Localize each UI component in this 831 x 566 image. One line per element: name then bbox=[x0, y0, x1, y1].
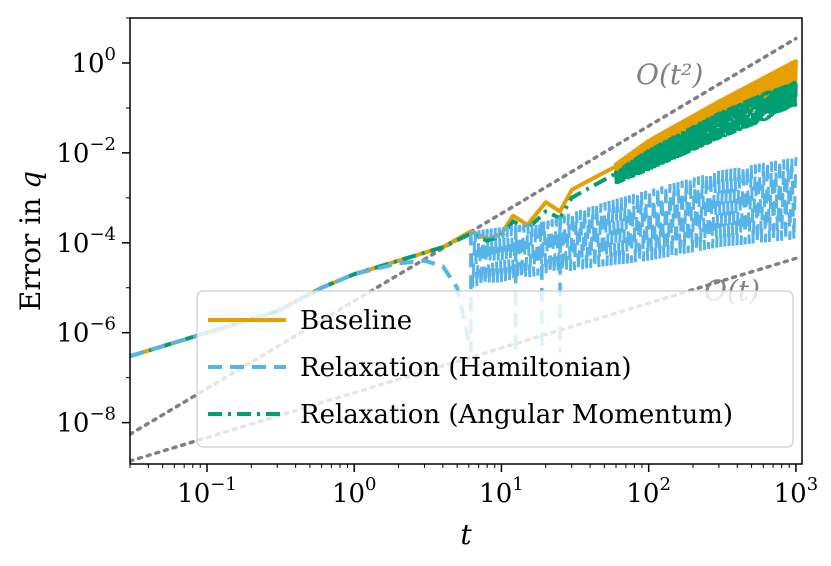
x-axis-ticks: 10−1 100 101 102 103 bbox=[129, 464, 819, 509]
x-tick-label: 103 bbox=[774, 474, 819, 509]
annotation-order-t2: O(t²) bbox=[636, 58, 703, 91]
y-axis-ticks: 10−8 10−6 10−4 10−2 100 bbox=[56, 17, 130, 439]
x-tick-label: 101 bbox=[479, 474, 524, 509]
y-tick-label: 100 bbox=[71, 44, 116, 79]
y-axis-label-group: Error in q bbox=[14, 171, 47, 311]
plot-frame bbox=[129, 17, 803, 465]
y-tick-label: 10−2 bbox=[56, 134, 116, 169]
x-tick-label: 10−1 bbox=[177, 474, 237, 509]
series-relaxation-angular-momentum bbox=[130, 78, 798, 359]
x-axis-label: t bbox=[460, 518, 472, 551]
legend: Baseline Relaxation (Hamiltonian) Relaxati… bbox=[196, 290, 794, 448]
legend-label: Relaxation (Angular Momentum) bbox=[300, 400, 733, 430]
x-tick-label: 102 bbox=[626, 474, 671, 509]
legend-box bbox=[196, 290, 794, 448]
y-tick-label: 10−8 bbox=[56, 404, 116, 439]
legend-label: Baseline bbox=[300, 306, 412, 336]
y-tick-label: 10−4 bbox=[56, 224, 116, 259]
y-axis-label: Error in q bbox=[14, 171, 47, 311]
oscillation-band bbox=[469, 157, 798, 288]
y-tick-label: 10−6 bbox=[56, 314, 116, 349]
oscillation-band bbox=[614, 78, 798, 185]
legend-label: Relaxation (Hamiltonian) bbox=[300, 353, 632, 383]
x-tick-label: 100 bbox=[332, 474, 377, 509]
series-line bbox=[130, 81, 797, 359]
